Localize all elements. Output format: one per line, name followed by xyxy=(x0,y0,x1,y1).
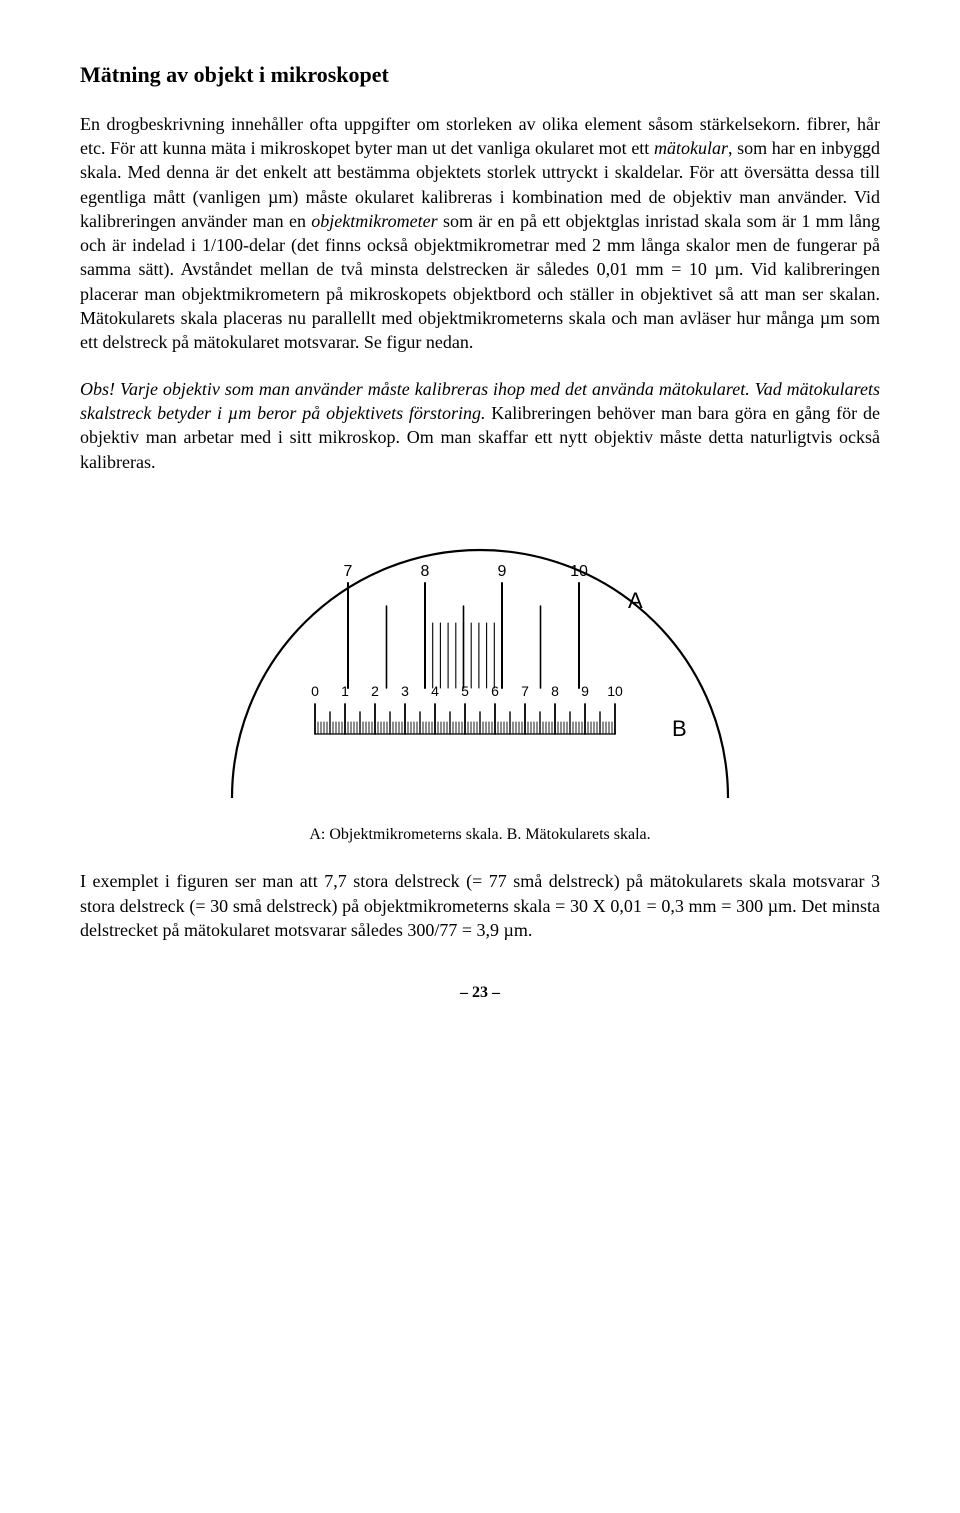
svg-text:A: A xyxy=(628,588,643,613)
text: som är en på ett objektglas inristad ska… xyxy=(80,211,880,352)
svg-text:B: B xyxy=(672,716,687,741)
paragraph-intro: En drogbeskrivning innehåller ofta uppgi… xyxy=(80,112,880,355)
svg-text:6: 6 xyxy=(491,683,499,699)
page-title: Mätning av objekt i mikroskopet xyxy=(80,60,880,90)
svg-text:7: 7 xyxy=(344,563,353,580)
svg-text:1: 1 xyxy=(341,683,349,699)
svg-text:4: 4 xyxy=(431,683,439,699)
svg-text:2: 2 xyxy=(371,683,379,699)
term-matokular: mätokular xyxy=(654,138,728,158)
svg-text:7: 7 xyxy=(521,683,529,699)
page-number: – 23 – xyxy=(80,982,880,1004)
svg-text:10: 10 xyxy=(607,683,623,699)
svg-text:8: 8 xyxy=(551,683,559,699)
svg-text:0: 0 xyxy=(311,683,319,699)
paragraph-example: I exemplet i figuren ser man att 7,7 sto… xyxy=(80,869,880,942)
svg-text:8: 8 xyxy=(421,563,430,580)
paragraph-obs: Obs! Varje objektiv som man använder mås… xyxy=(80,377,880,474)
figure-caption: A: Objektmikrometerns skala. B. Mätokula… xyxy=(80,824,880,846)
svg-text:9: 9 xyxy=(581,683,589,699)
figure-microscope-scales: 7 8 9 10 A 0 1 2 3 4 5 6 7 8 9 10 B xyxy=(80,498,880,798)
term-objektmikrometer: objektmikrometer xyxy=(311,211,437,231)
svg-text:9: 9 xyxy=(498,563,507,580)
svg-text:3: 3 xyxy=(401,683,409,699)
svg-text:5: 5 xyxy=(461,683,469,699)
svg-text:10: 10 xyxy=(570,563,588,580)
